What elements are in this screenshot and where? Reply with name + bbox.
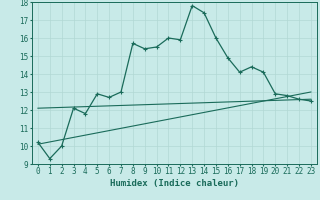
X-axis label: Humidex (Indice chaleur): Humidex (Indice chaleur) [110,179,239,188]
